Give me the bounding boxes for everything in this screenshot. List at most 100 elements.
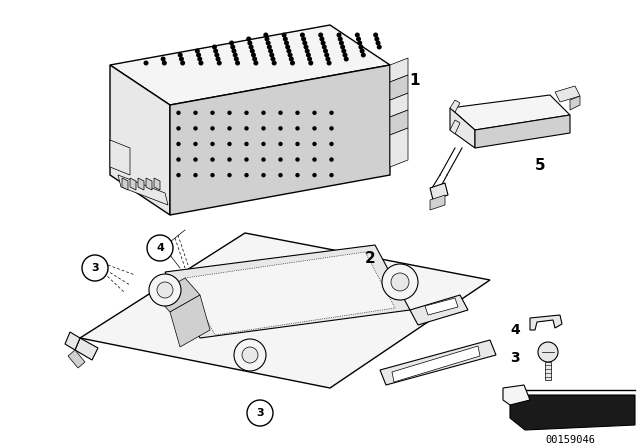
- Circle shape: [358, 44, 364, 49]
- Circle shape: [295, 173, 300, 177]
- Circle shape: [244, 142, 249, 146]
- Circle shape: [247, 400, 273, 426]
- Circle shape: [278, 142, 283, 146]
- Circle shape: [312, 111, 317, 115]
- Circle shape: [176, 173, 180, 177]
- Circle shape: [233, 52, 237, 57]
- Polygon shape: [380, 340, 496, 385]
- Circle shape: [230, 44, 236, 49]
- Circle shape: [323, 48, 328, 53]
- Polygon shape: [555, 86, 580, 102]
- Polygon shape: [530, 315, 562, 330]
- Circle shape: [244, 111, 249, 115]
- Circle shape: [266, 40, 271, 46]
- Circle shape: [318, 33, 323, 38]
- Circle shape: [211, 126, 214, 130]
- Circle shape: [325, 56, 330, 61]
- Polygon shape: [430, 195, 445, 210]
- Polygon shape: [390, 128, 408, 167]
- Circle shape: [157, 282, 173, 298]
- Circle shape: [326, 60, 332, 65]
- Circle shape: [307, 56, 312, 61]
- Circle shape: [211, 111, 214, 115]
- Circle shape: [376, 40, 381, 46]
- Circle shape: [179, 56, 184, 61]
- Polygon shape: [570, 96, 580, 110]
- Circle shape: [227, 157, 232, 162]
- Polygon shape: [122, 178, 128, 190]
- Circle shape: [248, 44, 253, 49]
- Polygon shape: [68, 350, 85, 368]
- Polygon shape: [110, 25, 390, 105]
- Circle shape: [360, 48, 365, 53]
- Circle shape: [312, 173, 317, 177]
- Circle shape: [176, 126, 180, 130]
- Circle shape: [143, 60, 148, 65]
- Polygon shape: [503, 385, 530, 405]
- Circle shape: [284, 40, 289, 46]
- Circle shape: [337, 33, 342, 38]
- Circle shape: [268, 48, 273, 53]
- Circle shape: [391, 273, 409, 291]
- Circle shape: [227, 111, 232, 115]
- Circle shape: [322, 44, 327, 49]
- Circle shape: [196, 52, 201, 57]
- Circle shape: [264, 36, 269, 42]
- Circle shape: [242, 347, 258, 363]
- Text: 4: 4: [510, 323, 520, 337]
- Circle shape: [305, 48, 310, 53]
- Circle shape: [211, 157, 214, 162]
- Polygon shape: [65, 332, 80, 350]
- Polygon shape: [154, 178, 160, 190]
- Circle shape: [161, 56, 166, 61]
- Circle shape: [301, 36, 306, 42]
- Circle shape: [214, 52, 220, 57]
- Circle shape: [248, 40, 252, 46]
- Text: 3: 3: [256, 408, 264, 418]
- Circle shape: [267, 44, 272, 49]
- Polygon shape: [425, 298, 458, 315]
- Circle shape: [250, 48, 255, 53]
- Polygon shape: [392, 346, 480, 382]
- Text: 1: 1: [410, 73, 420, 87]
- Circle shape: [217, 60, 221, 65]
- Circle shape: [295, 126, 300, 130]
- Circle shape: [193, 111, 198, 115]
- Circle shape: [234, 339, 266, 371]
- Circle shape: [162, 60, 167, 65]
- Circle shape: [344, 56, 349, 61]
- Circle shape: [198, 60, 204, 65]
- Circle shape: [82, 255, 108, 281]
- Circle shape: [330, 142, 333, 146]
- Text: 00159046: 00159046: [545, 435, 595, 445]
- Circle shape: [295, 111, 300, 115]
- Circle shape: [312, 126, 317, 130]
- Circle shape: [357, 40, 362, 46]
- Circle shape: [355, 33, 360, 38]
- Circle shape: [232, 48, 236, 53]
- Circle shape: [176, 157, 180, 162]
- Circle shape: [341, 48, 346, 53]
- Circle shape: [253, 60, 259, 65]
- Polygon shape: [185, 252, 395, 335]
- Polygon shape: [75, 338, 98, 360]
- Polygon shape: [170, 295, 210, 347]
- Circle shape: [211, 173, 214, 177]
- Circle shape: [278, 157, 283, 162]
- Circle shape: [244, 126, 249, 130]
- Circle shape: [213, 48, 218, 53]
- Circle shape: [234, 56, 239, 61]
- Circle shape: [330, 126, 333, 130]
- Circle shape: [538, 342, 558, 362]
- Circle shape: [286, 48, 291, 53]
- Circle shape: [261, 173, 266, 177]
- Circle shape: [321, 40, 326, 46]
- Circle shape: [278, 111, 283, 115]
- Polygon shape: [390, 58, 408, 82]
- Circle shape: [319, 36, 324, 42]
- Polygon shape: [155, 278, 200, 312]
- Circle shape: [147, 235, 173, 261]
- Circle shape: [271, 56, 275, 61]
- Circle shape: [176, 142, 180, 146]
- Circle shape: [195, 48, 200, 53]
